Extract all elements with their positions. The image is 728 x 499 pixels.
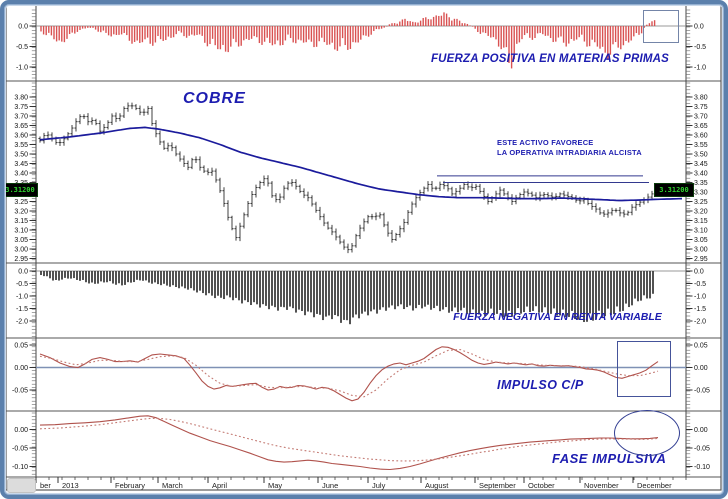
- svg-text:-0.10: -0.10: [12, 464, 28, 471]
- last-price-tag-right: 3.31200: [654, 183, 694, 197]
- svg-text:3.50: 3.50: [14, 151, 28, 158]
- cobre-annotation-text: ESTE ACTIVO FAVORECE LA OPERATIVA INTRAD…: [497, 138, 642, 157]
- panel-title-impulso: IMPULSO C/P: [497, 378, 584, 392]
- svg-text:3.65: 3.65: [694, 123, 708, 130]
- svg-text:-0.05: -0.05: [694, 387, 710, 394]
- svg-text:3.05: 3.05: [694, 237, 708, 244]
- svg-text:3.10: 3.10: [14, 227, 28, 234]
- svg-text:0.0: 0.0: [694, 268, 704, 275]
- svg-text:3.75: 3.75: [694, 104, 708, 111]
- svg-text:3.15: 3.15: [694, 218, 708, 225]
- svg-text:July: July: [372, 481, 386, 490]
- svg-text:3.70: 3.70: [694, 113, 708, 120]
- svg-text:3.20: 3.20: [14, 208, 28, 215]
- svg-text:3.10: 3.10: [694, 227, 708, 234]
- svg-text:3.05: 3.05: [14, 237, 28, 244]
- svg-text:3.70: 3.70: [14, 113, 28, 120]
- highlight-ellipse-fase: [614, 410, 680, 456]
- svg-text:-0.5: -0.5: [16, 281, 28, 288]
- svg-text:December: December: [637, 481, 672, 490]
- svg-text:3.25: 3.25: [14, 199, 28, 206]
- svg-text:3.50: 3.50: [694, 151, 708, 158]
- svg-text:-0.5: -0.5: [694, 44, 706, 51]
- svg-text:0.05: 0.05: [14, 342, 28, 349]
- svg-text:May: May: [268, 481, 282, 490]
- panel-title-cobre: COBRE: [183, 90, 246, 107]
- svg-text:-1.0: -1.0: [16, 64, 28, 71]
- svg-text:-1.0: -1.0: [16, 293, 28, 300]
- svg-text:-1.5: -1.5: [16, 306, 28, 313]
- svg-text:3.80: 3.80: [14, 94, 28, 101]
- axis-corner-box: [7, 478, 36, 493]
- svg-text:3.60: 3.60: [14, 132, 28, 139]
- svg-text:2.95: 2.95: [694, 256, 708, 263]
- svg-text:3.55: 3.55: [14, 142, 28, 149]
- svg-text:2013: 2013: [62, 481, 79, 490]
- svg-text:September: September: [479, 481, 516, 490]
- svg-text:0.0: 0.0: [18, 23, 28, 30]
- svg-text:March: March: [162, 481, 183, 490]
- svg-text:June: June: [322, 481, 338, 490]
- panel-title-renta-variable: FUERZA NEGATIVA EN RENTA VARIABLE: [453, 311, 662, 323]
- svg-text:3.45: 3.45: [14, 161, 28, 168]
- svg-text:October: October: [528, 481, 555, 490]
- panel-title-materias-primas: FUERZA POSITIVA EN MATERIAS PRIMAS: [430, 53, 670, 65]
- svg-text:3.40: 3.40: [14, 170, 28, 177]
- svg-text:0.05: 0.05: [694, 342, 708, 349]
- svg-text:-1.0: -1.0: [694, 293, 706, 300]
- annotation-line-2: LA OPERATIVA INTRADIARIA ALCISTA: [497, 147, 642, 157]
- svg-text:0.00: 0.00: [694, 365, 708, 372]
- svg-text:-2.0: -2.0: [16, 318, 28, 325]
- svg-text:-0.5: -0.5: [694, 281, 706, 288]
- svg-text:3.00: 3.00: [694, 246, 708, 253]
- svg-text:3.25: 3.25: [694, 199, 708, 206]
- highlight-box-impulso: [617, 341, 671, 397]
- svg-text:3.75: 3.75: [14, 104, 28, 111]
- svg-text:0.00: 0.00: [14, 427, 28, 434]
- svg-text:3.45: 3.45: [694, 161, 708, 168]
- svg-text:-0.05: -0.05: [12, 387, 28, 394]
- svg-text:-1.0: -1.0: [694, 64, 706, 71]
- svg-text:3.65: 3.65: [14, 123, 28, 130]
- svg-text:0.00: 0.00: [14, 365, 28, 372]
- svg-text:0.0: 0.0: [694, 23, 704, 30]
- svg-text:-0.05: -0.05: [694, 445, 710, 452]
- svg-text:April: April: [212, 481, 227, 490]
- svg-text:0.00: 0.00: [694, 427, 708, 434]
- svg-text:3.15: 3.15: [14, 218, 28, 225]
- svg-text:-1.5: -1.5: [694, 306, 706, 313]
- svg-text:0.0: 0.0: [18, 268, 28, 275]
- svg-text:-0.05: -0.05: [12, 445, 28, 452]
- last-price-tag-left: 3.31200: [2, 183, 38, 197]
- svg-text:3.80: 3.80: [694, 94, 708, 101]
- svg-text:-2.0: -2.0: [694, 318, 706, 325]
- svg-text:ber: ber: [40, 481, 51, 490]
- svg-text:-0.5: -0.5: [16, 44, 28, 51]
- svg-text:3.40: 3.40: [694, 170, 708, 177]
- svg-text:-0.10: -0.10: [694, 464, 710, 471]
- svg-text:3.35: 3.35: [694, 180, 708, 187]
- annotation-line-1: ESTE ACTIVO FAVORECE: [497, 138, 594, 147]
- svg-text:3.20: 3.20: [694, 208, 708, 215]
- svg-text:2.95: 2.95: [14, 256, 28, 263]
- svg-text:3.30: 3.30: [694, 189, 708, 196]
- svg-text:3.00: 3.00: [14, 246, 28, 253]
- svg-text:November: November: [584, 481, 619, 490]
- svg-text:3.60: 3.60: [694, 132, 708, 139]
- svg-text:August: August: [425, 481, 449, 490]
- svg-text:February: February: [115, 481, 145, 490]
- svg-text:3.55: 3.55: [694, 142, 708, 149]
- highlight-box-materias: [643, 10, 679, 43]
